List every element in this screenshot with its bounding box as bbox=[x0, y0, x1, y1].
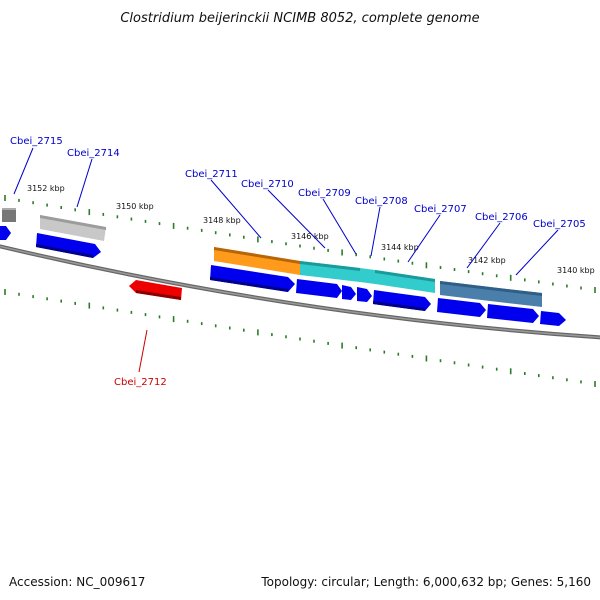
leader-line-cbei-2705 bbox=[515, 229, 559, 276]
gene-arrow-cbei-2714[interactable] bbox=[36, 233, 101, 258]
leader-line-cbei-2710 bbox=[267, 189, 326, 249]
cog-bar-cbei-2706-shade bbox=[490, 287, 542, 296]
scale-label-3140: 3140 kbp bbox=[557, 266, 595, 275]
gene-arrow-cbei-2708-shade bbox=[373, 301, 425, 311]
leader-line-cbei-2714 bbox=[76, 158, 93, 208]
cog-bar-cbei-2708-shade bbox=[375, 270, 435, 282]
scale-label-3146: 3146 kbp bbox=[291, 232, 329, 241]
gene-label-cbei-2715[interactable]: Cbei_2715 bbox=[10, 136, 63, 147]
leader-line-cbei-2711 bbox=[210, 179, 262, 239]
gene-arrow-cbei-2711[interactable] bbox=[210, 265, 295, 292]
cog-bar-cbei-2715-shade bbox=[2, 208, 16, 210]
scale-label-3150: 3150 kbp bbox=[116, 202, 154, 211]
gene-label-cbei-2711[interactable]: Cbei_2711 bbox=[185, 169, 238, 180]
gene-labels: Cbei_2715 Cbei_2714 Cbei_2711 Cbei_2710 … bbox=[10, 136, 586, 388]
cog-bars bbox=[2, 208, 542, 307]
leader-line-cbei-2706 bbox=[466, 222, 501, 269]
topology-text: Topology: circular; Length: 6,000,632 bp… bbox=[260, 575, 591, 589]
gene-arrow-cbei-2714-shade bbox=[36, 244, 93, 258]
cog-bar-cbei-2711[interactable] bbox=[214, 247, 300, 275]
cog-bar-cbei-2709[interactable] bbox=[360, 268, 375, 284]
gene-label-cbei-2707[interactable]: Cbei_2707 bbox=[414, 204, 467, 215]
leader-line-cbei-2707 bbox=[407, 214, 441, 263]
genome-backbone-highlight bbox=[0, 245, 600, 339]
cog-bar-cbei-2710-shade bbox=[300, 261, 360, 271]
gene-arrow-cbei-2705[interactable] bbox=[540, 311, 566, 326]
map-title: Clostridium beijerinckii NCIMB 8052, com… bbox=[120, 11, 479, 26]
gene-label-cbei-2710[interactable]: Cbei_2710 bbox=[241, 179, 294, 190]
lower-tick-ruler bbox=[4, 289, 596, 387]
leader-line-cbei-2708 bbox=[370, 206, 381, 257]
gene-arrow-cbei-2711-shade bbox=[210, 277, 288, 292]
upper-tick-ruler bbox=[4, 195, 596, 293]
leader-line-cbei-2709 bbox=[322, 198, 357, 255]
cog-bar-cbei-2714[interactable] bbox=[40, 215, 106, 241]
leader-line-cbei-2712 bbox=[138, 329, 148, 373]
gene-arrow-cbei-2710[interactable] bbox=[296, 279, 342, 298]
gene-label-cbei-2712[interactable]: Cbei_2712 bbox=[114, 377, 167, 388]
cog-bar-cbei-2708[interactable] bbox=[375, 270, 435, 293]
gene-label-cbei-2706[interactable]: Cbei_2706 bbox=[475, 212, 528, 223]
accession-text: Accession: NC_009617 bbox=[9, 575, 145, 589]
gene-label-cbei-2709[interactable]: Cbei_2709 bbox=[298, 188, 351, 199]
label-leader-lines bbox=[13, 147, 559, 373]
cog-bar-cbei-2714-shade bbox=[40, 215, 106, 230]
cog-bar-cbei-2715[interactable] bbox=[2, 208, 16, 222]
gene-arrow-cbei-2709b[interactable] bbox=[357, 287, 372, 302]
scale-label-3142: 3142 kbp bbox=[468, 256, 506, 265]
leader-line-cbei-2715 bbox=[13, 147, 34, 195]
gene-arrow-cbei-2712[interactable] bbox=[129, 280, 182, 300]
scale-label-3144: 3144 kbp bbox=[381, 243, 419, 252]
scale-label-3148: 3148 kbp bbox=[203, 216, 241, 225]
cog-bar-cbei-2707-shade bbox=[440, 281, 490, 290]
gene-label-cbei-2705[interactable]: Cbei_2705 bbox=[533, 219, 586, 230]
forward-genes bbox=[0, 226, 566, 326]
gene-arrow-cbei-2706[interactable] bbox=[487, 304, 539, 323]
gene-label-cbei-2708[interactable]: Cbei_2708 bbox=[355, 196, 408, 207]
gene-arrow-cbei-2709[interactable] bbox=[342, 285, 356, 300]
gene-arrow-cbei-2707[interactable] bbox=[437, 298, 486, 317]
cog-bar-cbei-2711-shade bbox=[214, 247, 300, 264]
gene-arrow-cbei-2712-shade bbox=[136, 290, 181, 300]
scale-label-3152: 3152 kbp bbox=[27, 184, 65, 193]
gene-arrow-cbei-2715[interactable] bbox=[0, 226, 11, 240]
gene-label-cbei-2714[interactable]: Cbei_2714 bbox=[67, 148, 120, 159]
